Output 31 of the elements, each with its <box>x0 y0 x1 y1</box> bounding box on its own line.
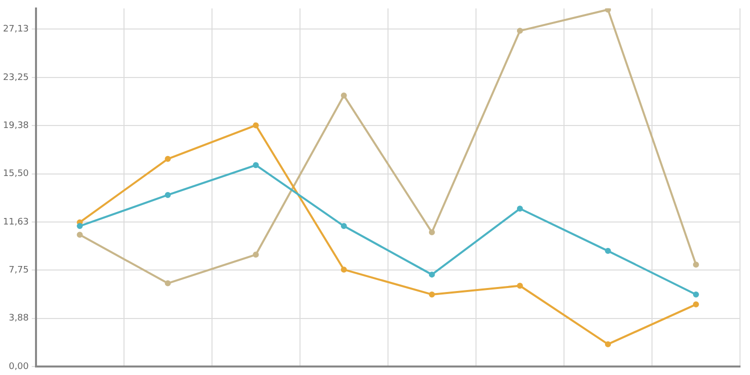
point <box>252 162 259 168</box>
y-tick-label: 23,25 <box>3 72 29 83</box>
y-tick-label: 11,63 <box>3 217 29 228</box>
point <box>516 28 523 34</box>
point <box>692 262 699 268</box>
point <box>164 192 171 198</box>
point <box>252 252 259 258</box>
point <box>340 92 347 98</box>
point <box>340 223 347 230</box>
point <box>340 266 347 273</box>
point <box>428 229 435 236</box>
point <box>252 122 259 128</box>
point <box>604 248 611 254</box>
point <box>692 291 699 298</box>
y-tick-label: 19,38 <box>3 120 30 131</box>
point <box>692 301 699 308</box>
point <box>76 223 83 230</box>
point <box>516 282 523 289</box>
y-tick-label: 27,13 <box>3 24 29 35</box>
y-tick-label: 3,88 <box>8 314 30 324</box>
point <box>604 8 611 13</box>
y-tick-label: 15,50 <box>3 169 30 180</box>
y-tick-label: 7,75 <box>8 266 29 276</box>
y-tick-label: 0,00 <box>8 362 30 372</box>
point <box>164 280 171 286</box>
point <box>516 206 523 212</box>
point <box>604 341 611 348</box>
point <box>164 156 171 162</box>
point <box>76 232 83 238</box>
point <box>428 272 435 278</box>
point <box>428 291 435 298</box>
